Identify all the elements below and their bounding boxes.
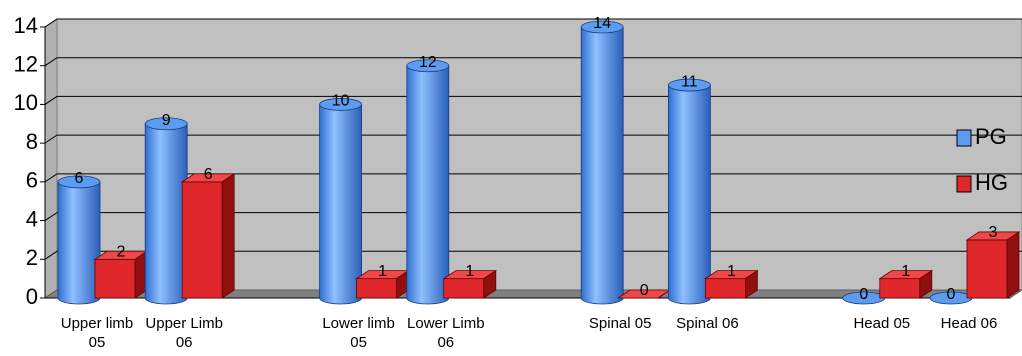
data-label: 0 xyxy=(640,282,649,299)
bar-body xyxy=(57,181,101,305)
bar xyxy=(580,20,624,305)
grid-line xyxy=(44,18,1022,28)
bar-body xyxy=(319,104,362,305)
y-tick-label: 10 xyxy=(14,90,38,115)
bar-body xyxy=(144,123,188,305)
bar xyxy=(144,117,188,305)
bar-body xyxy=(668,84,711,305)
bar xyxy=(355,269,410,299)
bar xyxy=(704,269,759,299)
bar-top xyxy=(144,117,188,131)
bar-side xyxy=(1006,231,1020,299)
y-tick-label: 4 xyxy=(26,206,38,231)
bar-body xyxy=(406,65,450,305)
bar xyxy=(406,59,450,305)
y-tick-label: 14 xyxy=(14,13,38,38)
bar-side xyxy=(483,269,497,299)
x-tick-label: Upper limb 05 xyxy=(60,315,134,351)
bar-front xyxy=(94,258,136,299)
data-label: 1 xyxy=(465,263,474,280)
y-tick-label: 8 xyxy=(26,129,38,154)
x-tick-label: Lower limb 05 xyxy=(322,315,395,351)
bar-top xyxy=(319,98,363,111)
bar xyxy=(442,269,498,299)
data-label: 0 xyxy=(859,286,868,303)
bar-side xyxy=(919,269,933,299)
data-label: 1 xyxy=(378,263,387,280)
bar-top xyxy=(57,175,101,189)
data-label: 11 xyxy=(681,73,698,90)
data-label: 9 xyxy=(162,112,171,129)
data-label: 12 xyxy=(419,54,437,71)
y-tick-label: 6 xyxy=(26,168,38,193)
bar xyxy=(878,269,934,299)
data-label: 2 xyxy=(117,244,126,261)
data-label: 6 xyxy=(75,170,84,187)
bar-front xyxy=(966,239,1008,299)
data-label: 3 xyxy=(989,224,998,241)
data-label: 1 xyxy=(901,263,910,280)
bar-top xyxy=(668,78,711,92)
bar xyxy=(319,98,363,305)
x-tick-label: Spinal 05 xyxy=(588,315,652,332)
bar-front xyxy=(443,278,485,299)
bar xyxy=(668,78,711,305)
bar-top xyxy=(406,59,450,73)
data-label: 0 xyxy=(947,286,956,303)
bar-front xyxy=(879,278,921,299)
bar xyxy=(57,175,101,305)
legend-label: HG xyxy=(975,170,1008,195)
bar-body xyxy=(580,26,624,305)
y-tick-label: 12 xyxy=(14,52,38,77)
bar-front xyxy=(181,181,223,299)
data-label: 14 xyxy=(593,15,611,32)
x-tick-label: Lower Limb 06 xyxy=(407,315,485,351)
bar xyxy=(180,173,236,299)
bar-top xyxy=(580,20,624,34)
bar-side xyxy=(221,173,235,299)
x-tick-label: Upper Limb 06 xyxy=(145,315,223,351)
legend-swatch xyxy=(956,175,972,193)
x-tick-label: Head 06 xyxy=(940,315,998,332)
y-tick-label: 2 xyxy=(26,245,38,270)
bar xyxy=(93,250,149,299)
data-label: 10 xyxy=(332,93,350,110)
data-label: 6 xyxy=(204,166,213,183)
grid-line xyxy=(44,57,1022,67)
legend-label: PG xyxy=(975,124,1007,149)
x-tick-label: Head 05 xyxy=(853,315,911,332)
side-wall xyxy=(44,18,58,299)
bar-front xyxy=(705,278,746,299)
bar-side xyxy=(745,269,758,299)
x-tick-label: Spinal 06 xyxy=(676,315,739,332)
bar-front xyxy=(356,278,398,299)
data-label: 1 xyxy=(727,263,736,280)
y-tick-label: 0 xyxy=(26,284,38,309)
legend-swatch xyxy=(956,129,972,147)
bar xyxy=(965,231,1021,299)
